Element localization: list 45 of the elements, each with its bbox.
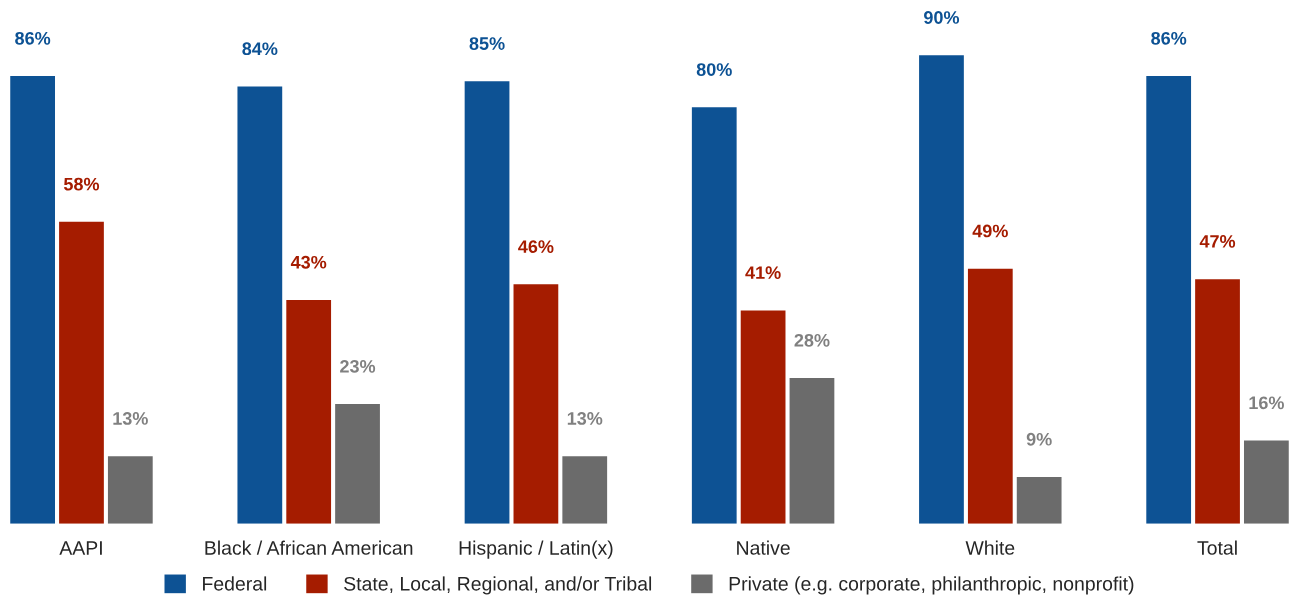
x-tick-label: Black / African American (205, 540, 413, 555)
data-label: 84% (242, 42, 278, 56)
data-label: 80% (696, 63, 732, 76)
x-tick-label: Hispanic / Latin(x) (459, 540, 613, 559)
data-label: 13% (113, 412, 148, 425)
bar (1146, 76, 1192, 524)
data-label: 28% (794, 333, 830, 347)
data-label: 43% (290, 255, 327, 269)
x-tick-label: AAPI (59, 541, 102, 555)
bar (237, 86, 283, 524)
data-label: 47% (1199, 235, 1236, 248)
bar (1195, 279, 1240, 524)
data-label: 9% (1026, 432, 1052, 446)
data-label: 41% (745, 266, 781, 279)
bar (562, 456, 608, 524)
data-label: 85% (469, 37, 505, 50)
bar (335, 404, 380, 524)
data-label: 86% (1151, 31, 1187, 45)
bar (1016, 477, 1062, 524)
data-label: 23% (340, 359, 376, 373)
bar (107, 456, 153, 524)
bar (967, 268, 1013, 524)
legend-label: State, Local, Regional, and/or Tribal (344, 576, 652, 595)
data-label: 90% (924, 11, 960, 24)
bar (59, 221, 104, 524)
data-label: 13% (567, 412, 603, 425)
data-label: 49% (972, 224, 1008, 238)
bar (464, 81, 510, 524)
data-label: 86% (15, 31, 51, 45)
bar (691, 107, 737, 524)
bar (919, 55, 964, 524)
bar (1244, 440, 1289, 524)
bar (286, 299, 332, 524)
legend-label: Federal (203, 576, 267, 591)
legend-label: Private (e.g. corporate, philanthropic, nonprofit) (729, 576, 1134, 595)
data-label: 46% (518, 240, 554, 253)
data-label: 16% (1249, 396, 1284, 410)
x-tick-label: Native (737, 540, 790, 555)
x-tick-label: White (965, 540, 1015, 555)
bar (10, 76, 55, 524)
x-tick-label: Total (1197, 540, 1237, 555)
bar (740, 310, 786, 524)
bar (789, 378, 835, 524)
data-label: 58% (63, 177, 100, 191)
bar (513, 284, 559, 524)
